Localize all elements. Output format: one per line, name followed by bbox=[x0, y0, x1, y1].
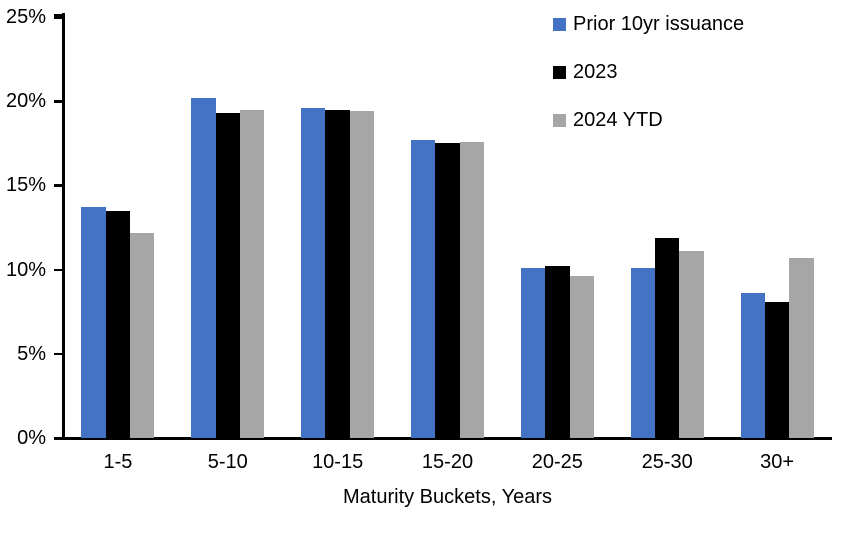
legend-label: 2023 bbox=[573, 60, 618, 83]
x-category-label: 30+ bbox=[760, 451, 795, 473]
bar-2024-ytd-20-25 bbox=[569, 276, 594, 438]
bar-2024-ytd-15-20 bbox=[459, 141, 484, 438]
x-category-label: 5-10 bbox=[207, 451, 248, 473]
y-tick-mark bbox=[54, 437, 62, 440]
bar-2023-25-30 bbox=[655, 237, 680, 438]
legend-item: 2023 bbox=[553, 60, 744, 84]
x-axis-title: Maturity Buckets, Years bbox=[343, 486, 552, 508]
bar-2023-15-20 bbox=[435, 143, 460, 438]
y-tick-mark bbox=[54, 352, 62, 356]
bar-prior-10yr-issuance-15-20 bbox=[411, 139, 436, 438]
y-tick-label: 0% bbox=[17, 427, 46, 449]
y-tick-label: 15% bbox=[5, 174, 46, 197]
y-tick-label: 5% bbox=[17, 342, 46, 365]
bar-prior-10yr-issuance-30- bbox=[740, 293, 765, 438]
bar-2024-ytd-1-5 bbox=[130, 232, 155, 438]
bar-2023-1-5 bbox=[105, 210, 131, 438]
bar-2023-10-15 bbox=[325, 109, 350, 438]
y-tick-mark bbox=[54, 100, 62, 103]
y-tick-mark bbox=[54, 268, 62, 272]
plot-area bbox=[63, 17, 832, 438]
y-axis-line bbox=[62, 13, 65, 440]
bar-2024-ytd-10-15 bbox=[349, 111, 375, 438]
x-category-label: 20-25 bbox=[531, 451, 583, 473]
y-tick-mark bbox=[54, 184, 62, 187]
bar-2023-5-10 bbox=[215, 113, 240, 438]
x-category-label: 1-5 bbox=[103, 451, 133, 473]
bar-2024-ytd-25-30 bbox=[679, 251, 704, 438]
y-tick-label: 10% bbox=[5, 258, 46, 281]
legend: Prior 10yr issuance 2023 2024 YTD bbox=[553, 12, 744, 156]
bar-prior-10yr-issuance-20-25 bbox=[520, 267, 546, 438]
legend-swatch-icon bbox=[553, 65, 566, 79]
y-tick-mark bbox=[54, 16, 62, 19]
legend-label: Prior 10yr issuance bbox=[573, 12, 745, 35]
y-tick-label: 20% bbox=[5, 90, 46, 113]
bar-2023-20-25 bbox=[545, 266, 570, 438]
bar-prior-10yr-issuance-1-5 bbox=[81, 207, 106, 438]
legend-item: Prior 10yr issuance bbox=[553, 12, 744, 36]
y-axis-top-tick bbox=[54, 14, 62, 17]
bar-2024-ytd-5-10 bbox=[239, 109, 265, 438]
bar-prior-10yr-issuance-10-15 bbox=[301, 107, 326, 438]
legend-label: 2024 YTD bbox=[573, 108, 663, 131]
x-axis-line bbox=[62, 437, 832, 440]
legend-swatch-icon bbox=[553, 113, 566, 127]
legend-swatch-icon bbox=[553, 17, 566, 31]
bar-2023-30- bbox=[764, 301, 790, 438]
bar-prior-10yr-issuance-5-10 bbox=[191, 97, 216, 438]
bar-prior-10yr-issuance-25-30 bbox=[630, 267, 656, 438]
x-category-label: 25-30 bbox=[641, 451, 693, 473]
y-tick-label: 25% bbox=[5, 6, 46, 28]
x-category-label: 15-20 bbox=[421, 451, 474, 473]
legend-item: 2024 YTD bbox=[553, 108, 744, 132]
bar-2024-ytd-30- bbox=[789, 257, 814, 438]
x-category-label: 10-15 bbox=[312, 451, 364, 473]
